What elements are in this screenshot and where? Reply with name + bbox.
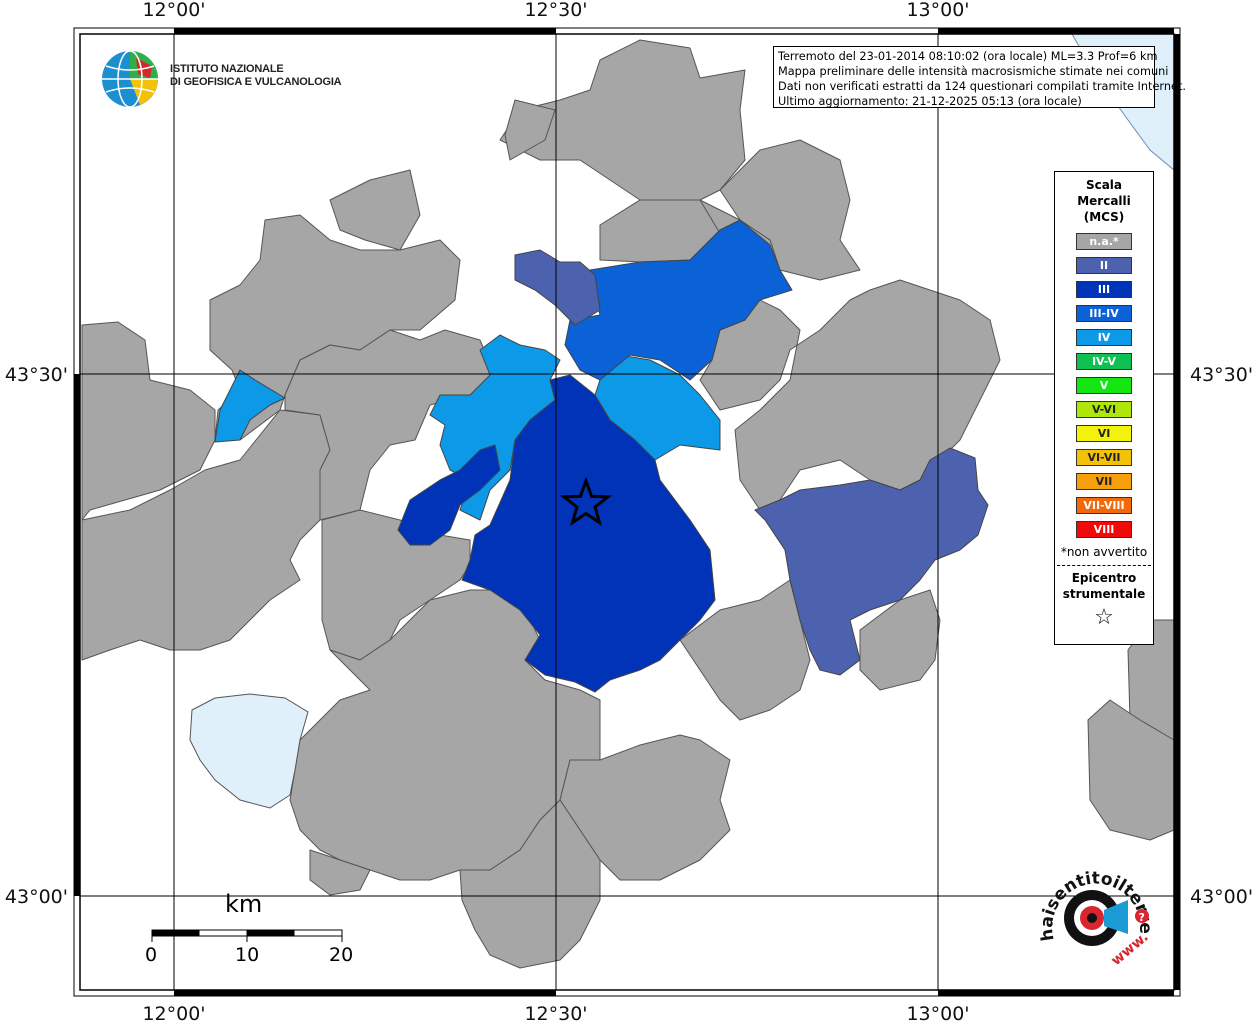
legend-item: III-IV	[1076, 305, 1132, 322]
graticule	[80, 34, 1174, 990]
scale-tick-20: 20	[329, 944, 354, 966]
legend-items: n.a.* II III III-IV IV IV-V V V-VI VI VI-VII VII VI…	[1055, 233, 1153, 538]
ingv-line-2: DI GEOFISICA E VULCANOLOGIA	[170, 76, 342, 88]
scale-tick-0: 0	[145, 944, 158, 966]
legend-star-icon: ☆	[1094, 605, 1114, 630]
municipalities-intensity-III	[397, 374, 716, 693]
legend-epicenter-label: Epicentro strumentale	[1062, 571, 1146, 601]
ingv-name: ISTITUTO NAZIONALE DI GEOFISICA E VULCAN…	[170, 63, 342, 89]
event-info-box: Terremoto del 23-01-2014 08:10:02 (ora l…	[773, 46, 1187, 108]
municipalities-intensity-III-IV	[564, 219, 793, 381]
left-label-2: 43°00'	[5, 886, 68, 908]
bottom-label-1: 12°00'	[142, 1003, 205, 1024]
legend-item: III	[1076, 281, 1132, 298]
top-label-3: 13°00'	[906, 0, 969, 21]
frame-ticks	[74, 28, 1180, 996]
right-label-1: 43°30'	[1190, 364, 1253, 386]
data-note: Dati non verificati estratti da 124 ques…	[778, 80, 1187, 93]
scale-unit: km	[225, 890, 263, 918]
intensity-legend: Scala Mercalli (MCS) n.a.* II III III-IV IV I…	[1054, 171, 1154, 645]
legend-item: VI-VII	[1076, 449, 1132, 466]
bottom-label-3: 13°00'	[906, 1003, 969, 1024]
epicenter-star-icon	[559, 476, 613, 527]
event-line: Terremoto del 23-01-2014 08:10:02 (ora l…	[778, 50, 1158, 63]
left-label-1: 43°30'	[5, 364, 68, 386]
legend-item: IV-V	[1076, 353, 1132, 370]
legend-item: n.a.*	[1076, 233, 1132, 250]
legend-note: *non avvertito	[1060, 545, 1148, 559]
update-line: Ultimo aggiornamento: 21-12-2025 05:13 (…	[778, 95, 1082, 108]
municipalities-intensity-II	[514, 249, 989, 676]
ingv-line-1: ISTITUTO NAZIONALE	[170, 63, 284, 75]
right-label-2: 43°00'	[1190, 886, 1253, 908]
bottom-label-2: 12°30'	[524, 1003, 587, 1024]
top-label-2: 12°30'	[524, 0, 587, 21]
legend-item: VII	[1076, 473, 1132, 490]
municipalities-not-available	[81, 39, 1175, 969]
legend-item: VII-VIII	[1076, 497, 1132, 514]
legend-item: V-VI	[1076, 401, 1132, 418]
ingv-globe-icon	[102, 50, 158, 108]
legend-item: II	[1076, 257, 1132, 274]
scale-bar	[151, 929, 343, 942]
map-description: Mappa preliminare delle intensità macros…	[778, 65, 1169, 78]
scale-tick-10: 10	[235, 944, 260, 966]
legend-item: VI	[1076, 425, 1132, 442]
legend-title: Scala Mercalli (MCS)	[1077, 178, 1131, 224]
svg-text:?: ?	[1139, 911, 1145, 924]
legend-item: V	[1076, 377, 1132, 394]
legend-item: IV	[1076, 329, 1132, 346]
top-label-1: 12°00'	[142, 0, 205, 21]
legend-divider	[1057, 565, 1151, 566]
lake-area	[189, 693, 309, 809]
legend-item: VIII	[1076, 521, 1132, 538]
haisentito-logo-icon: haisentitoilterremoto.it www. ?	[1032, 862, 1155, 969]
logo-url-text: www.	[1108, 929, 1151, 969]
